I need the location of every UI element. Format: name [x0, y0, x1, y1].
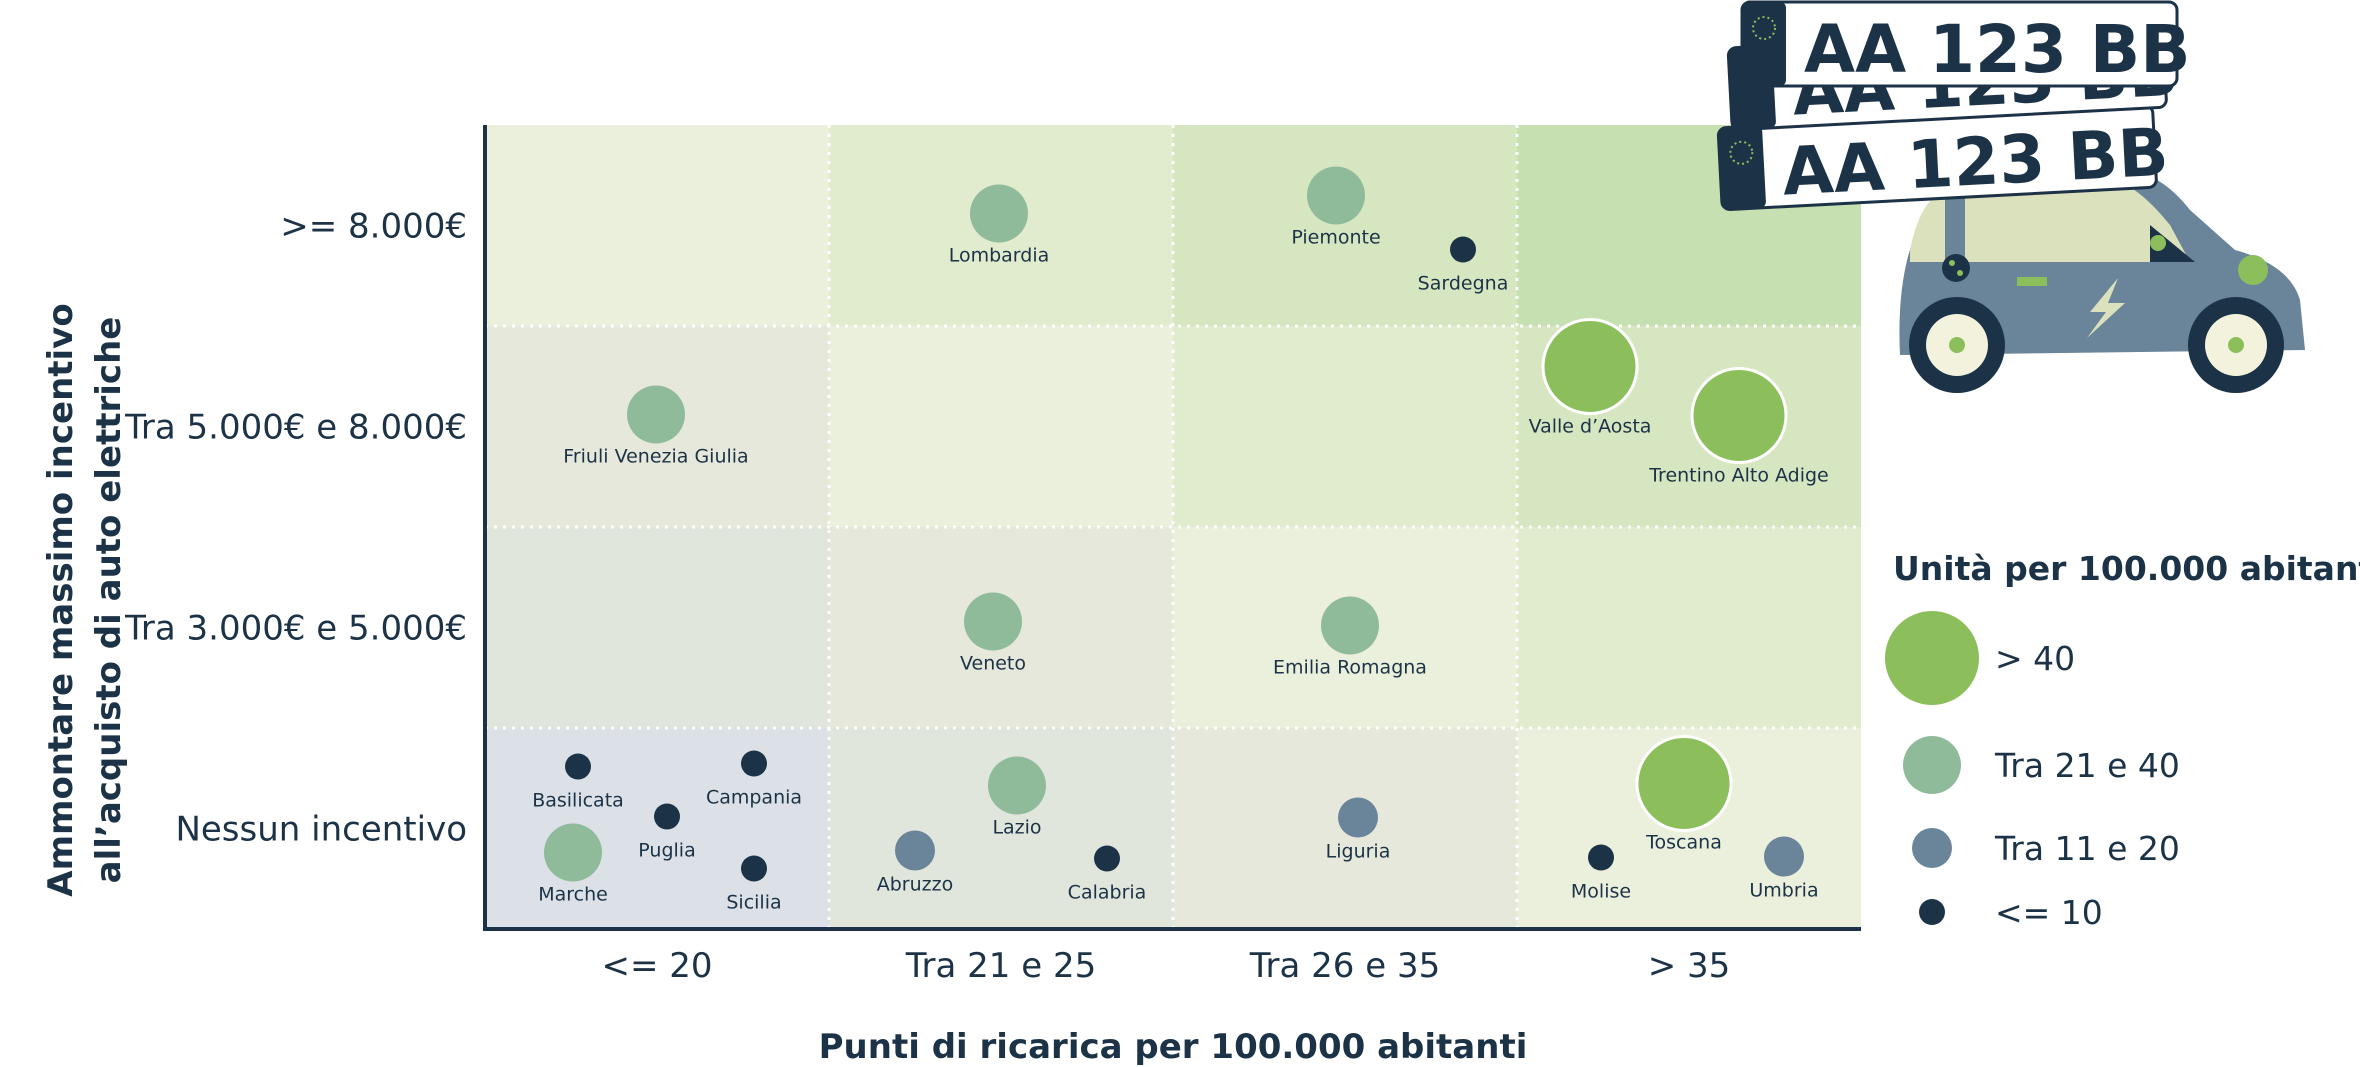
point-label-liguria: Liguria: [1326, 841, 1391, 863]
y-tick-label: Tra 5.000€ e 8.000€: [124, 408, 467, 448]
legend-label: Tra 21 e 40: [1994, 746, 2180, 785]
car-illustration: AA 123 BB AA 123 BB AA 123 BB: [1716, 0, 2305, 393]
y-tick-label: >= 8.000€: [280, 207, 467, 247]
legend: Unità per 100.000 abitanti > 40 Tra 21 e …: [1885, 549, 2360, 932]
point-label-puglia: Puglia: [638, 840, 695, 862]
point-campania: [741, 750, 767, 777]
electric-car-icon: [1899, 170, 2305, 393]
grid-cell: [1517, 527, 1861, 728]
x-tick-label: Tra 21 e 25: [905, 946, 1096, 986]
point-basilicata: [565, 753, 591, 780]
y-axis-title-line-2: all’acquisto di auto elettriche: [89, 317, 129, 884]
axes: [483, 125, 1861, 931]
point-label-emilia-romagna: Emilia Romagna: [1273, 657, 1427, 679]
point-label-campania: Campania: [706, 787, 802, 809]
point-label-sardegna: Sardegna: [1418, 273, 1509, 295]
point-lazio: [988, 756, 1046, 815]
y-tick-label: Nessun incentivo: [175, 810, 467, 850]
grid-cell: [485, 527, 829, 728]
point-label-trentino-alto-adige: Trentino Alto Adige: [1648, 465, 1829, 487]
x-tick-labels: <= 20 Tra 21 e 25 Tra 26 e 35 > 35: [601, 946, 1730, 986]
point-label-calabria: Calabria: [1068, 882, 1147, 904]
point-label-basilicata: Basilicata: [532, 790, 624, 812]
point-label-sicilia: Sicilia: [726, 892, 781, 914]
point-marche: [544, 823, 602, 882]
point-valle-daosta: [1541, 318, 1639, 415]
point-abruzzo: [895, 830, 935, 871]
legend-marker: [1885, 611, 1979, 705]
legend-marker: [1919, 899, 1945, 925]
point-label-abruzzo: Abruzzo: [877, 874, 953, 896]
point-trentino-alto-adige: [1690, 367, 1788, 464]
point-puglia: [654, 803, 680, 830]
lightning-bolt-icon: [2087, 278, 2125, 338]
point-label-molise: Molise: [1571, 881, 1631, 903]
legend-title: Unità per 100.000 abitanti: [1893, 549, 2360, 588]
point-label-umbria: Umbria: [1749, 880, 1818, 902]
legend-label: <= 10: [1995, 893, 2103, 932]
license-plate-icon: AA 123 BB AA 123 BB AA 123 BB: [1716, 0, 2191, 211]
plate-text-1: AA 123 BB: [1804, 11, 2191, 88]
point-label-piemonte: Piemonte: [1291, 227, 1380, 249]
legend-marker: [1912, 828, 1952, 868]
grid-cell: [485, 728, 829, 929]
point-label-valle-daosta: Valle d’Aosta: [1529, 416, 1652, 438]
point-sardegna: [1450, 236, 1476, 263]
point-emilia-romagna: [1321, 596, 1379, 655]
y-tick-labels: >= 8.000€ Tra 5.000€ e 8.000€ Tra 3.000€ e…: [124, 207, 467, 850]
x-tick-label: <= 20: [601, 946, 712, 986]
point-label-lazio: Lazio: [992, 817, 1041, 839]
point-label-marche: Marche: [538, 884, 608, 906]
point-liguria: [1338, 797, 1378, 838]
y-axis-title: Ammontare massimo incentivo all’acquisto…: [41, 303, 129, 896]
point-molise: [1588, 844, 1614, 871]
grid-cell: [829, 326, 1173, 527]
x-axis-title: Punti di ricarica per 100.000 abitanti: [819, 1027, 1528, 1067]
point-friuli-venezia-giulia: [627, 385, 685, 444]
point-label-veneto: Veneto: [960, 653, 1026, 675]
point-label-toscana: Toscana: [1645, 832, 1722, 854]
point-sicilia: [741, 855, 767, 882]
point-label-lombardia: Lombardia: [949, 245, 1050, 267]
x-tick-label: Tra 26 e 35: [1249, 946, 1440, 986]
point-veneto: [964, 592, 1022, 651]
point-toscana: [1635, 735, 1733, 832]
y-tick-label: Tra 3.000€ e 5.000€: [124, 609, 467, 649]
point-label-friuli-venezia-giulia: Friuli Venezia Giulia: [563, 446, 748, 468]
legend-label: Tra 11 e 20: [1994, 829, 2180, 868]
grid-cell: [1173, 326, 1517, 527]
legend-marker: [1903, 736, 1961, 794]
point-umbria: [1764, 836, 1804, 877]
point-calabria: [1094, 845, 1120, 872]
grid-cell: [1173, 125, 1517, 326]
x-tick-label: > 35: [1648, 946, 1731, 986]
legend-label: > 40: [1995, 639, 2075, 678]
grid-cell: [485, 125, 829, 326]
y-axis-title-line-1: Ammontare massimo incentivo: [41, 303, 81, 896]
data-points: Lombardia Piemonte Sardegna Friuli Venezia …: [532, 166, 1829, 914]
point-piemonte: [1307, 166, 1365, 225]
point-lombardia: [970, 184, 1028, 243]
